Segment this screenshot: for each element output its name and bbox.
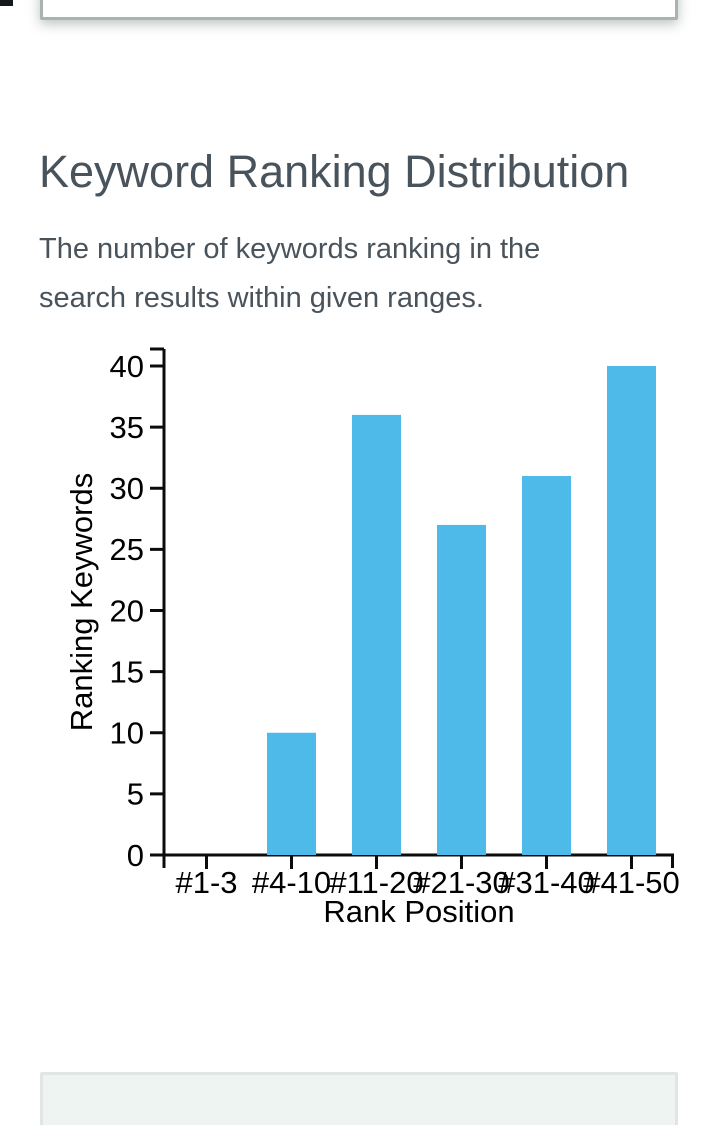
keyword-ranking-bar-chart: 0 5 10 15 20 25 30 35 40 #1-3 #4-10 #11-20 #21-30 #31… [0,330,720,950]
y-tick-label: 10 [110,716,144,751]
bar-chart-svg: 0 5 10 15 20 25 30 35 40 #1-3 #4-10#11-20#21-30#31… [64,347,680,929]
y-tick-label: 30 [110,471,144,506]
y-tick-label: 25 [110,532,144,567]
x-tick-label: #41-50 [583,865,680,900]
x-tick-label: #31-40 [498,865,595,900]
bar [437,524,486,855]
bar [607,366,656,855]
y-tick-label: 40 [110,349,144,384]
y-tick-label: 5 [127,777,144,812]
page-subtitle: The number of keywords ranking in the se… [39,233,541,314]
y-tick-label: 35 [110,410,144,445]
x-tick-label: #1-3 [175,865,237,900]
corner-black-fragment [0,0,13,6]
x-tick-label: #21-30 [413,865,510,900]
y-tick-label: 0 [127,838,144,873]
bar [352,414,401,855]
x-axis-title: Rank Position [323,894,514,929]
x-tick-label: #11-20 [329,865,423,900]
y-tick-label: 15 [110,654,144,689]
bar [522,476,571,855]
bar [267,732,316,855]
y-tick-label: 20 [110,593,144,628]
top-partial-card [40,0,678,20]
page-title: Keyword Ranking Distribution [39,146,630,198]
bottom-partial-panel [40,1072,678,1125]
x-tick-label: #4-10 [252,865,331,900]
y-axis-title: Ranking Keywords [64,473,99,731]
